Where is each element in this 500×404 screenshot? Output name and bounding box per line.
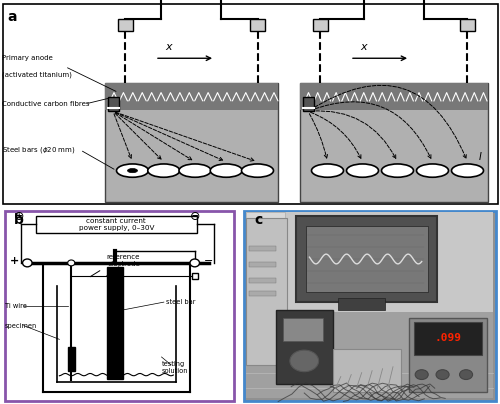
- Text: $x$: $x$: [165, 42, 174, 52]
- Bar: [68, 347, 75, 371]
- Text: $\ominus$: $\ominus$: [189, 210, 200, 223]
- Text: power supply, 0–30V: power supply, 0–30V: [78, 225, 154, 231]
- Bar: [460, 19, 475, 31]
- Text: testing
solution: testing solution: [162, 361, 188, 374]
- Circle shape: [148, 164, 180, 177]
- Bar: [250, 278, 276, 282]
- Bar: [246, 312, 494, 398]
- Circle shape: [312, 164, 344, 177]
- Text: Primary anode: Primary anode: [2, 55, 53, 61]
- Text: +: +: [10, 256, 19, 266]
- Bar: [333, 349, 401, 392]
- Text: (activated titanium): (activated titanium): [2, 72, 72, 78]
- Circle shape: [242, 164, 274, 177]
- Bar: [408, 318, 487, 392]
- Bar: [296, 216, 438, 302]
- Bar: [250, 19, 265, 31]
- Text: b: b: [14, 213, 24, 227]
- Circle shape: [382, 164, 414, 177]
- Bar: [246, 218, 288, 365]
- Text: Conductive carbon fibres: Conductive carbon fibres: [2, 101, 90, 107]
- Bar: [118, 19, 132, 31]
- Bar: [302, 97, 314, 112]
- Text: −: −: [204, 256, 214, 266]
- Circle shape: [190, 259, 200, 267]
- Text: steel bar: steel bar: [166, 299, 196, 305]
- Bar: [108, 97, 118, 112]
- Bar: [276, 310, 333, 385]
- Circle shape: [116, 164, 148, 177]
- Circle shape: [346, 164, 378, 177]
- Text: $I$: $I$: [478, 150, 482, 162]
- Text: .099: .099: [434, 333, 462, 343]
- Circle shape: [460, 370, 472, 379]
- Bar: [312, 19, 328, 31]
- Bar: [105, 83, 278, 202]
- Bar: [300, 83, 488, 110]
- Bar: [246, 212, 284, 263]
- Text: c: c: [254, 213, 263, 227]
- Circle shape: [436, 370, 449, 379]
- Bar: [36, 216, 197, 233]
- Text: constant current: constant current: [86, 218, 146, 224]
- Circle shape: [68, 260, 75, 266]
- Text: $\oplus$: $\oplus$: [14, 210, 24, 223]
- Circle shape: [22, 259, 32, 267]
- Text: reference
electrode: reference electrode: [107, 254, 140, 267]
- Bar: [250, 262, 276, 267]
- Bar: [105, 83, 278, 110]
- Text: a: a: [8, 11, 17, 24]
- Text: specimen: specimen: [5, 323, 37, 328]
- Circle shape: [452, 164, 484, 177]
- Circle shape: [415, 370, 428, 379]
- Text: Ti wire: Ti wire: [5, 303, 26, 309]
- Bar: [338, 298, 385, 310]
- Bar: [108, 267, 123, 379]
- Bar: [250, 246, 276, 251]
- Bar: [414, 322, 482, 355]
- Bar: [192, 273, 198, 279]
- Bar: [306, 226, 428, 292]
- Circle shape: [210, 164, 242, 177]
- Circle shape: [128, 168, 138, 173]
- Circle shape: [179, 164, 211, 177]
- Bar: [300, 83, 488, 202]
- Circle shape: [290, 350, 318, 372]
- Circle shape: [416, 164, 448, 177]
- Bar: [284, 318, 323, 341]
- Bar: [250, 291, 276, 296]
- Text: $x$: $x$: [360, 42, 369, 52]
- Text: Steel bars ($\phi$20 mm): Steel bars ($\phi$20 mm): [2, 145, 76, 155]
- Bar: [246, 212, 494, 316]
